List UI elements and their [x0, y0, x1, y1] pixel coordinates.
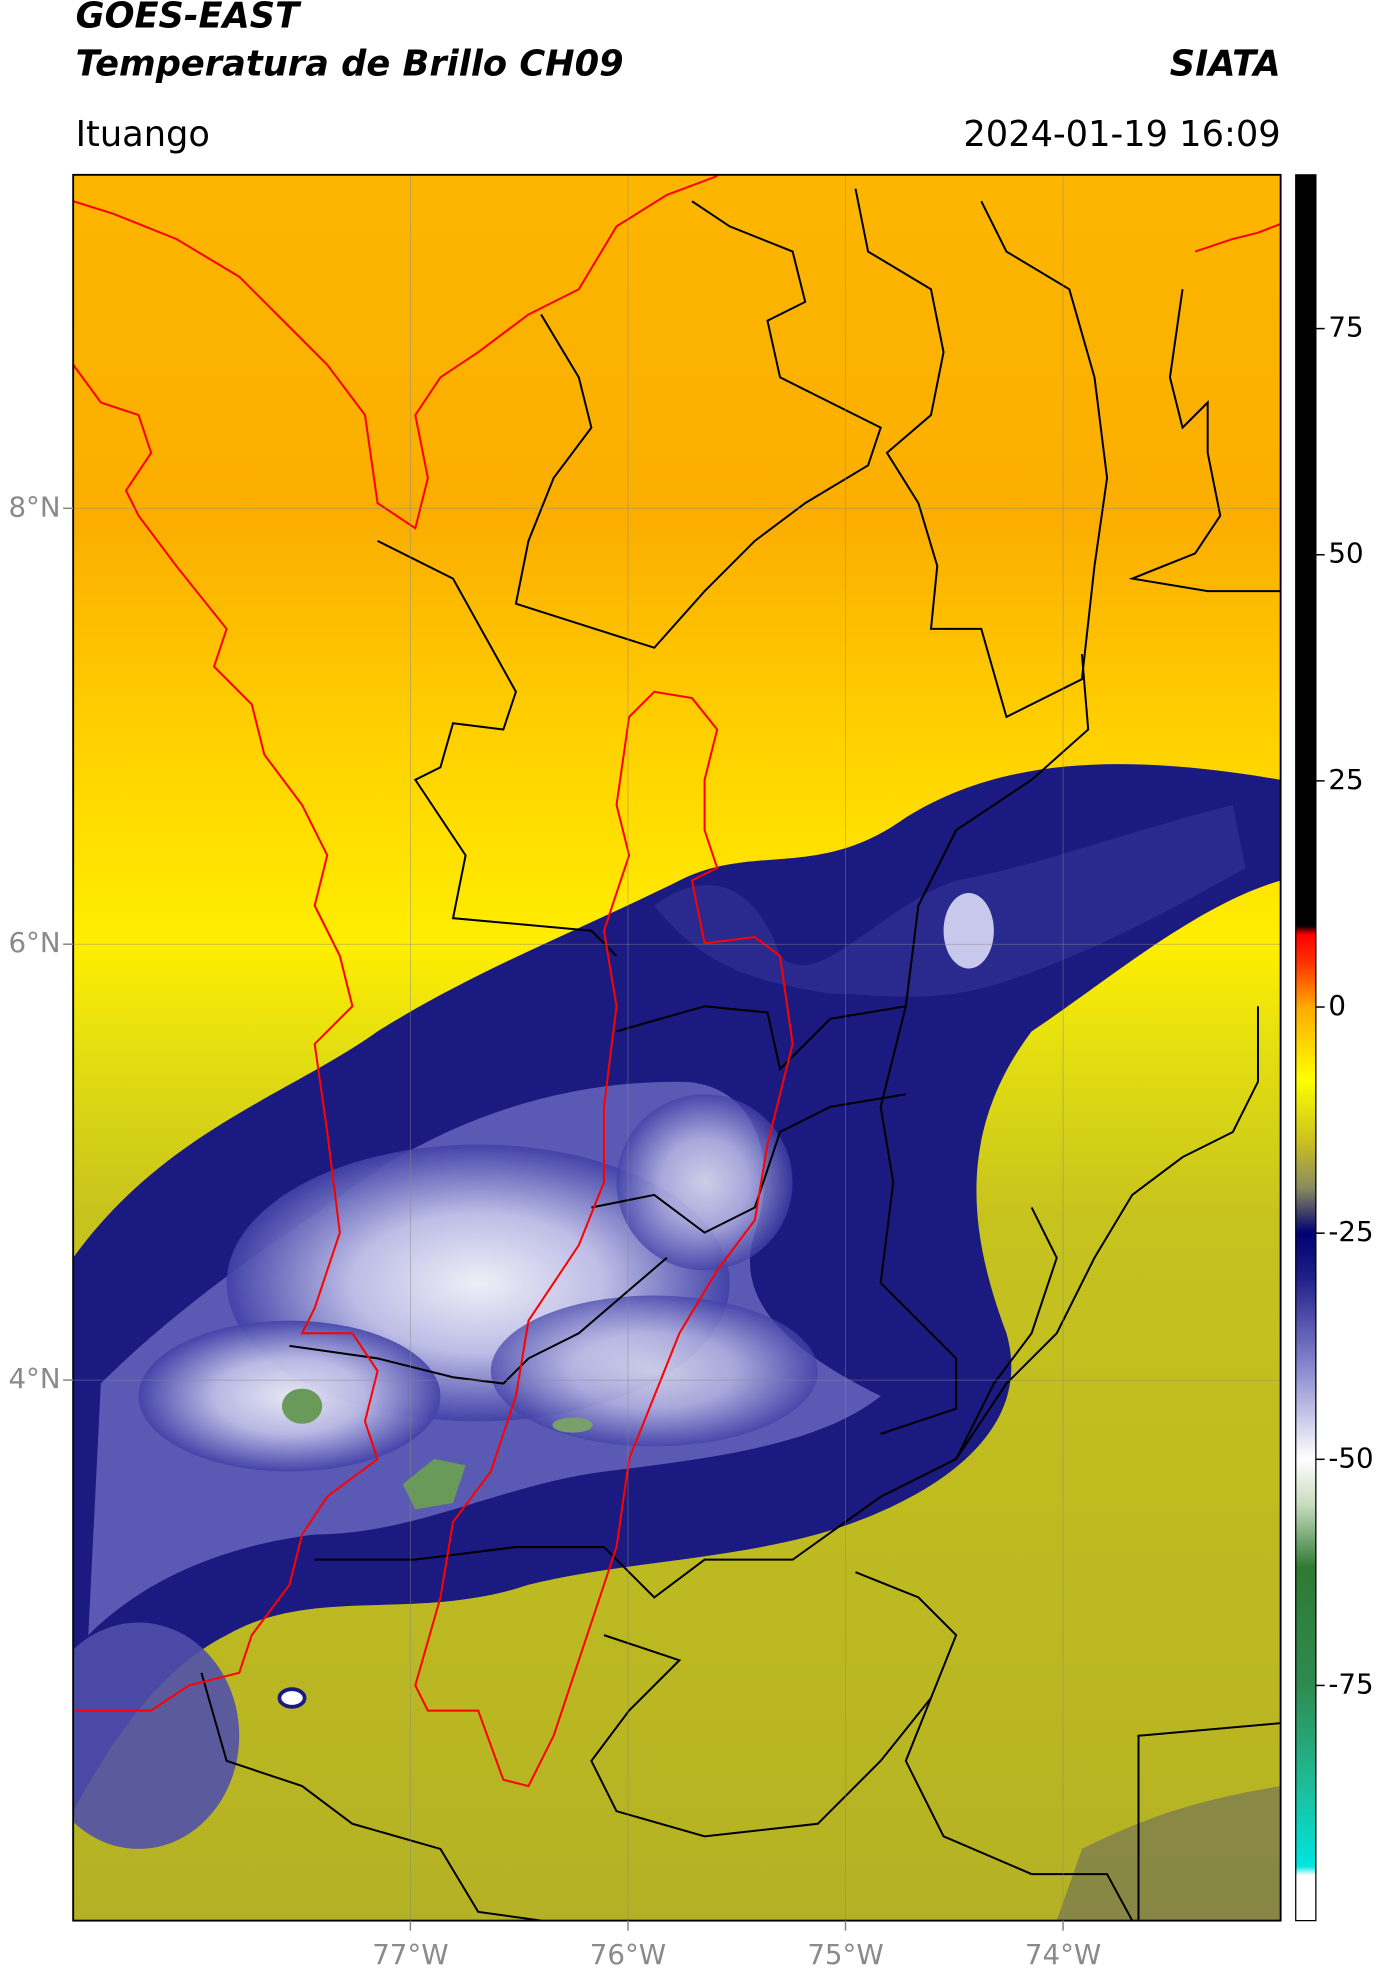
x-tick-label: 74°W: [1025, 1938, 1101, 1971]
subtitle: Temperatura de Brillo CH09: [76, 43, 624, 84]
y-tick-label: 4°N: [8, 1362, 60, 1395]
admin-borders: [200, 188, 1281, 1921]
map-frame: [72, 173, 1282, 1922]
colorbar-tick-label: 75: [1328, 311, 1363, 344]
x-tick-label: 77°W: [372, 1938, 448, 1971]
colorbar-tick-label: -50: [1328, 1441, 1373, 1474]
coastline: [73, 175, 1281, 1788]
y-tick-label: 6°N: [8, 926, 60, 959]
colorbar: [1295, 174, 1317, 1922]
map-imagery: [73, 174, 1281, 1921]
colorbar-tick-label: -75: [1328, 1667, 1373, 1700]
x-tick-label: 75°W: [807, 1938, 883, 1971]
agency: SIATA: [1170, 43, 1281, 84]
title: GOES-EAST: [76, 0, 302, 37]
location: Ituango: [76, 114, 210, 155]
datetime: 2024-01-19 16:09: [963, 114, 1280, 155]
x-tick-label: 76°W: [590, 1938, 666, 1971]
colorbar-tick-label: 0: [1328, 989, 1346, 1022]
colorbar-tick-label: -25: [1328, 1215, 1373, 1248]
y-tick-label: 8°N: [8, 490, 60, 523]
colorbar-tick-label: 25: [1328, 763, 1363, 796]
grid: [73, 174, 1281, 1921]
colorbar-tick-label: 50: [1328, 537, 1363, 570]
